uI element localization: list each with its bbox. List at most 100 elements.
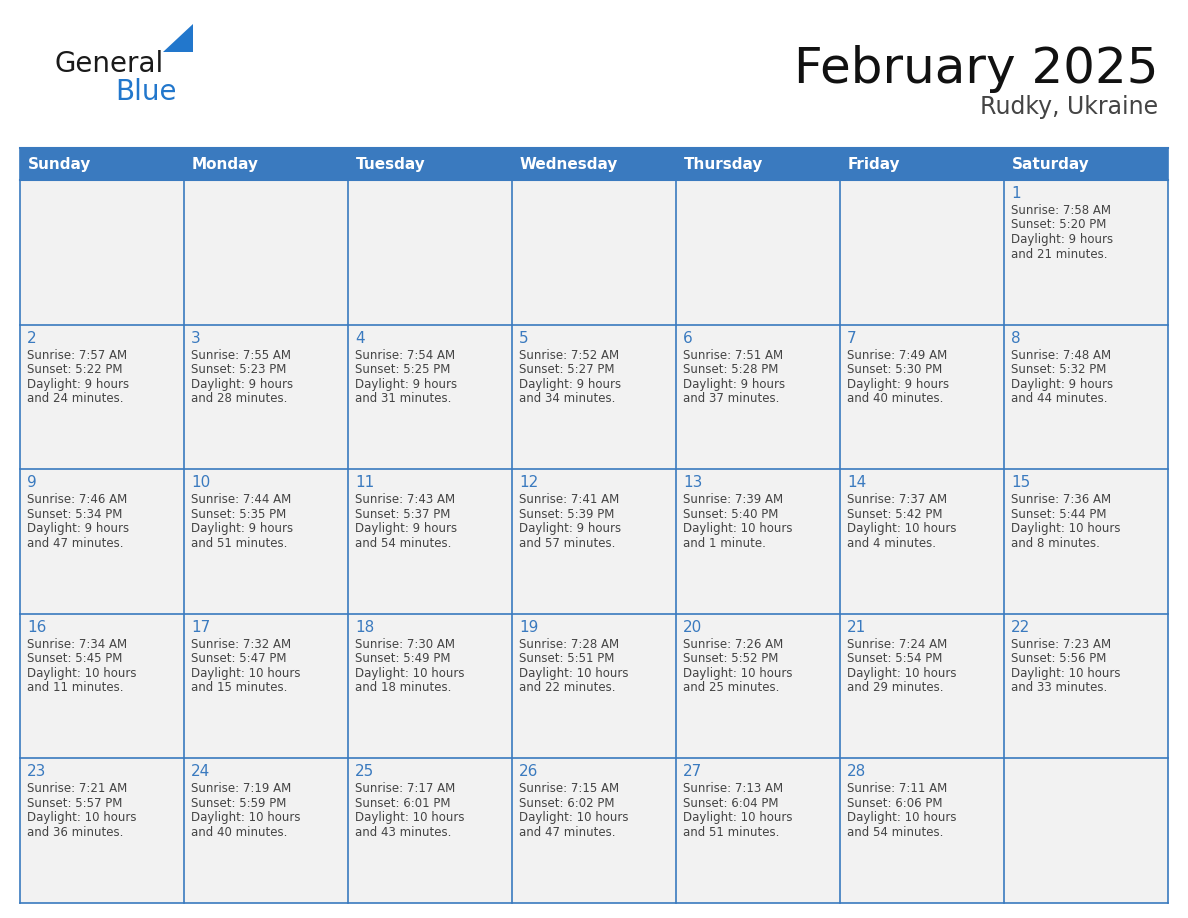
Bar: [20, 758, 184, 903]
Bar: [512, 469, 676, 614]
Text: Daylight: 9 hours: Daylight: 9 hours: [1011, 377, 1113, 390]
Text: and 1 minute.: and 1 minute.: [683, 537, 766, 550]
Text: Sunset: 5:52 PM: Sunset: 5:52 PM: [683, 653, 778, 666]
Text: Sunset: 6:06 PM: Sunset: 6:06 PM: [847, 797, 942, 810]
Text: Daylight: 10 hours: Daylight: 10 hours: [683, 522, 792, 535]
Text: Sunset: 5:51 PM: Sunset: 5:51 PM: [519, 653, 614, 666]
Text: Daylight: 10 hours: Daylight: 10 hours: [683, 666, 792, 680]
Text: Daylight: 10 hours: Daylight: 10 hours: [1011, 666, 1120, 680]
Bar: [348, 614, 512, 758]
Text: 23: 23: [27, 765, 46, 779]
Bar: [348, 469, 512, 614]
Text: Sunset: 5:39 PM: Sunset: 5:39 PM: [519, 508, 614, 521]
Text: Sunset: 5:47 PM: Sunset: 5:47 PM: [191, 653, 286, 666]
Bar: [1004, 758, 1168, 903]
Bar: [840, 325, 1004, 469]
Text: and 54 minutes.: and 54 minutes.: [355, 537, 451, 550]
Text: Daylight: 9 hours: Daylight: 9 hours: [847, 377, 949, 390]
Text: Daylight: 10 hours: Daylight: 10 hours: [355, 666, 465, 680]
Bar: [20, 325, 184, 469]
Text: and 57 minutes.: and 57 minutes.: [519, 537, 615, 550]
Bar: [348, 180, 512, 325]
Bar: [840, 469, 1004, 614]
Text: Sunset: 5:59 PM: Sunset: 5:59 PM: [191, 797, 286, 810]
Text: Sunrise: 7:54 AM: Sunrise: 7:54 AM: [355, 349, 455, 362]
Text: Daylight: 9 hours: Daylight: 9 hours: [27, 522, 129, 535]
Text: Sunset: 5:45 PM: Sunset: 5:45 PM: [27, 653, 122, 666]
Text: Daylight: 10 hours: Daylight: 10 hours: [847, 666, 956, 680]
Text: Thursday: Thursday: [684, 156, 764, 172]
Bar: [676, 469, 840, 614]
Text: and 31 minutes.: and 31 minutes.: [355, 392, 451, 405]
Bar: [184, 758, 348, 903]
Text: Sunset: 5:37 PM: Sunset: 5:37 PM: [355, 508, 450, 521]
Text: Rudky, Ukraine: Rudky, Ukraine: [980, 95, 1158, 119]
Bar: [348, 758, 512, 903]
Text: and 33 minutes.: and 33 minutes.: [1011, 681, 1107, 694]
Text: Sunset: 5:42 PM: Sunset: 5:42 PM: [847, 508, 942, 521]
Text: Sunset: 6:04 PM: Sunset: 6:04 PM: [683, 797, 778, 810]
Text: Daylight: 10 hours: Daylight: 10 hours: [27, 666, 137, 680]
Text: Sunset: 5:40 PM: Sunset: 5:40 PM: [683, 508, 778, 521]
Bar: [20, 614, 184, 758]
Text: and 40 minutes.: and 40 minutes.: [847, 392, 943, 405]
Text: 10: 10: [191, 476, 210, 490]
Text: Daylight: 10 hours: Daylight: 10 hours: [847, 522, 956, 535]
Text: 22: 22: [1011, 620, 1030, 635]
Text: 4: 4: [355, 330, 365, 345]
Text: and 25 minutes.: and 25 minutes.: [683, 681, 779, 694]
Text: Daylight: 9 hours: Daylight: 9 hours: [683, 377, 785, 390]
Text: Daylight: 10 hours: Daylight: 10 hours: [1011, 522, 1120, 535]
Text: Daylight: 10 hours: Daylight: 10 hours: [27, 812, 137, 824]
Bar: [184, 180, 348, 325]
Text: 6: 6: [683, 330, 693, 345]
Bar: [1004, 614, 1168, 758]
Text: Friday: Friday: [848, 156, 901, 172]
Text: 2: 2: [27, 330, 37, 345]
Text: and 43 minutes.: and 43 minutes.: [355, 826, 451, 839]
Text: Sunset: 5:49 PM: Sunset: 5:49 PM: [355, 653, 450, 666]
Text: Sunrise: 7:24 AM: Sunrise: 7:24 AM: [847, 638, 947, 651]
Text: Sunrise: 7:43 AM: Sunrise: 7:43 AM: [355, 493, 455, 506]
Text: 3: 3: [191, 330, 201, 345]
Text: Daylight: 10 hours: Daylight: 10 hours: [519, 666, 628, 680]
Text: Sunset: 5:32 PM: Sunset: 5:32 PM: [1011, 364, 1106, 376]
Text: and 54 minutes.: and 54 minutes.: [847, 826, 943, 839]
Text: Sunrise: 7:37 AM: Sunrise: 7:37 AM: [847, 493, 947, 506]
Text: Sunrise: 7:44 AM: Sunrise: 7:44 AM: [191, 493, 291, 506]
Text: Sunset: 5:28 PM: Sunset: 5:28 PM: [683, 364, 778, 376]
Text: 16: 16: [27, 620, 46, 635]
Text: Sunset: 5:35 PM: Sunset: 5:35 PM: [191, 508, 286, 521]
Text: Sunrise: 7:23 AM: Sunrise: 7:23 AM: [1011, 638, 1111, 651]
Text: Daylight: 9 hours: Daylight: 9 hours: [1011, 233, 1113, 246]
Text: Sunset: 5:34 PM: Sunset: 5:34 PM: [27, 508, 122, 521]
Text: and 34 minutes.: and 34 minutes.: [519, 392, 615, 405]
Text: Sunrise: 7:58 AM: Sunrise: 7:58 AM: [1011, 204, 1111, 217]
Text: and 8 minutes.: and 8 minutes.: [1011, 537, 1100, 550]
Text: Wednesday: Wednesday: [520, 156, 619, 172]
Text: Sunrise: 7:48 AM: Sunrise: 7:48 AM: [1011, 349, 1111, 362]
Text: and 36 minutes.: and 36 minutes.: [27, 826, 124, 839]
Text: Sunrise: 7:41 AM: Sunrise: 7:41 AM: [519, 493, 619, 506]
Text: Sunrise: 7:30 AM: Sunrise: 7:30 AM: [355, 638, 455, 651]
Text: Sunset: 5:20 PM: Sunset: 5:20 PM: [1011, 218, 1106, 231]
Text: and 11 minutes.: and 11 minutes.: [27, 681, 124, 694]
Text: Sunset: 5:27 PM: Sunset: 5:27 PM: [519, 364, 614, 376]
Bar: [676, 325, 840, 469]
Text: 26: 26: [519, 765, 538, 779]
Bar: [512, 180, 676, 325]
Bar: [184, 325, 348, 469]
Text: and 40 minutes.: and 40 minutes.: [191, 826, 287, 839]
Text: Sunset: 5:56 PM: Sunset: 5:56 PM: [1011, 653, 1106, 666]
Text: Sunrise: 7:17 AM: Sunrise: 7:17 AM: [355, 782, 455, 795]
Text: and 15 minutes.: and 15 minutes.: [191, 681, 287, 694]
Bar: [512, 758, 676, 903]
Text: Sunset: 5:57 PM: Sunset: 5:57 PM: [27, 797, 122, 810]
Text: Sunrise: 7:11 AM: Sunrise: 7:11 AM: [847, 782, 947, 795]
Text: General: General: [55, 50, 164, 78]
Text: Daylight: 10 hours: Daylight: 10 hours: [519, 812, 628, 824]
Text: and 51 minutes.: and 51 minutes.: [683, 826, 779, 839]
Text: Sunset: 5:54 PM: Sunset: 5:54 PM: [847, 653, 942, 666]
Text: Daylight: 9 hours: Daylight: 9 hours: [519, 377, 621, 390]
Text: Daylight: 10 hours: Daylight: 10 hours: [191, 812, 301, 824]
